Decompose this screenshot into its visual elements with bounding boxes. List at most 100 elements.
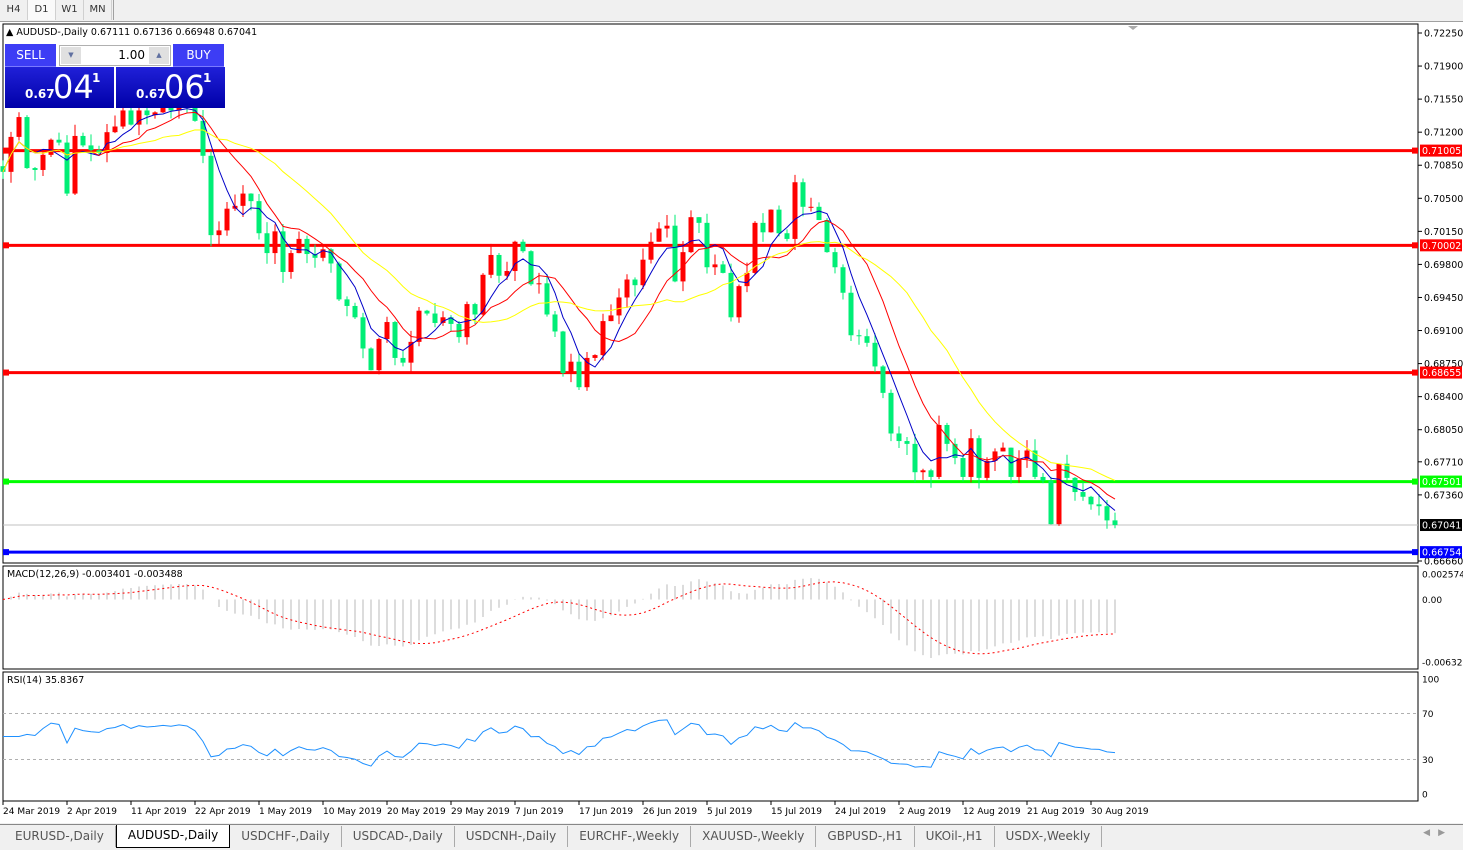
bullish-candle (936, 424, 942, 477)
tab-eurchf-weekly[interactable]: EURCHF-,Weekly (568, 826, 692, 847)
tab-audusd-daily[interactable]: AUDUSD-,Daily (115, 825, 231, 848)
price-axis-label: 0.68050 (1424, 425, 1463, 436)
bullish-candle (104, 132, 110, 153)
timeframe-mn[interactable]: MN (84, 0, 112, 20)
bullish-candle (480, 274, 486, 315)
bearish-candle (888, 392, 894, 434)
main-chart-frame (2, 23, 1419, 564)
bid-price-pips: 04 (53, 68, 94, 106)
rsi-label: RSI(14) 35.8367 (7, 675, 85, 686)
level-handle (3, 242, 9, 249)
lot-decrease-icon[interactable]: ▼ (61, 47, 81, 64)
level-price-label: 0.68655 (1422, 368, 1461, 379)
macd-signal-line (2, 581, 1116, 655)
bearish-candle (552, 314, 558, 332)
bearish-candle (344, 299, 350, 306)
price-axis-label: 0.68400 (1424, 392, 1463, 403)
tab-gbpusd-h1[interactable]: GBPUSD-,H1 (816, 826, 915, 847)
price-axis-label: 0.71200 (1424, 128, 1463, 139)
timeframe-w1[interactable]: W1 (56, 0, 84, 20)
date-axis-label: 15 Jul 2019 (771, 807, 822, 817)
bullish-candle (592, 355, 598, 358)
bearish-candle (840, 267, 846, 293)
bearish-candle (728, 272, 734, 318)
bullish-candle (16, 117, 22, 137)
bullish-candle (384, 322, 390, 340)
bearish-candle (64, 142, 70, 194)
bearish-candle (256, 201, 262, 234)
collapse-triangle-icon[interactable]: ▲ (6, 27, 14, 38)
bullish-candle (224, 208, 230, 231)
bearish-candle (1104, 506, 1110, 521)
level-price-tag (1420, 366, 1462, 379)
bearish-candle (928, 470, 934, 477)
tab-xauusd-weekly[interactable]: XAUUSD-,Weekly (691, 826, 817, 847)
bearish-candle (200, 120, 206, 156)
lot-size-stepper[interactable]: ▼ 1.00 ▲ (59, 45, 171, 66)
bullish-candle (488, 254, 494, 275)
moving-average-20 (2, 129, 1116, 481)
buy-button[interactable]: BUY (173, 44, 224, 67)
bearish-candle (1072, 477, 1078, 493)
bearish-candle (24, 117, 30, 169)
chevron-right-icon[interactable]: ▶ (1438, 828, 1453, 838)
bullish-candle (712, 264, 718, 268)
timeframe-h4[interactable]: H4 (0, 0, 28, 20)
lot-increase-icon[interactable]: ▲ (149, 47, 169, 64)
bullish-candle (40, 154, 46, 170)
chevron-left-icon[interactable]: ◀ (1423, 828, 1439, 838)
bearish-candle (848, 292, 854, 336)
bearish-candle (96, 150, 102, 153)
bullish-candle (440, 317, 446, 323)
bearish-candle (264, 233, 270, 254)
chart-window[interactable] (0, 22, 1463, 823)
bearish-candle (304, 238, 310, 255)
macd-axis-label: -0.006326 (1422, 659, 1463, 669)
bearish-candle (904, 441, 910, 444)
chart-symbol-info: ▲ AUDUSD-,Daily 0.67111 0.67136 0.66948 … (6, 27, 257, 38)
tab-usdchf-daily[interactable]: USDCHF-,Daily (230, 826, 342, 847)
bearish-candle (560, 331, 566, 374)
lot-size-input[interactable]: 1.00 (118, 48, 145, 62)
bearish-candle (704, 222, 710, 268)
bearish-candle (1088, 496, 1094, 505)
price-axis-label: 0.69100 (1424, 326, 1463, 337)
price-axis-label: 0.70150 (1424, 227, 1463, 238)
bearish-candle (472, 304, 478, 315)
bearish-candle (1080, 492, 1086, 497)
level-price-tag (1420, 239, 1462, 252)
bullish-candle (136, 110, 142, 125)
bearish-candle (944, 424, 950, 444)
tab-ukoil-h1[interactable]: UKOil-,H1 (915, 826, 995, 847)
date-axis-label: 29 May 2019 (451, 807, 510, 817)
tab-usdcnh-daily[interactable]: USDCNH-,Daily (455, 826, 569, 847)
bullish-candle (608, 315, 614, 322)
bid-price-display[interactable]: 0.67 04 1 (5, 67, 114, 108)
sell-button[interactable]: SELL (5, 44, 56, 67)
bullish-candle (112, 126, 118, 133)
date-axis-label: 1 May 2019 (259, 807, 312, 817)
tab-usdcad-daily[interactable]: USDCAD-,Daily (342, 826, 455, 847)
bearish-candle (88, 145, 94, 151)
bearish-candle (1032, 450, 1038, 477)
bullish-candle (1016, 458, 1022, 477)
level-handle (1412, 369, 1418, 376)
bullish-candle (376, 339, 382, 371)
bullish-candle (120, 110, 126, 127)
bid-price-prefix: 0.67 (25, 87, 55, 101)
tab-eurusd-daily[interactable]: EURUSD-,Daily (4, 826, 116, 847)
price-axis-label: 0.69800 (1424, 260, 1463, 271)
bullish-candle (968, 438, 974, 477)
level-handle (3, 549, 9, 556)
bearish-candle (424, 310, 430, 314)
level-handle (1412, 549, 1418, 556)
date-axis-label: 10 May 2019 (323, 807, 382, 817)
bullish-candle (160, 107, 166, 113)
tab-usdx-weekly[interactable]: USDX-,Weekly (995, 826, 1103, 847)
level-handle (1412, 147, 1418, 154)
bullish-candle (272, 231, 278, 254)
timeframe-d1[interactable]: D1 (28, 0, 56, 20)
ask-price-display[interactable]: 0.67 06 1 (116, 67, 225, 108)
bullish-candle (320, 249, 326, 258)
